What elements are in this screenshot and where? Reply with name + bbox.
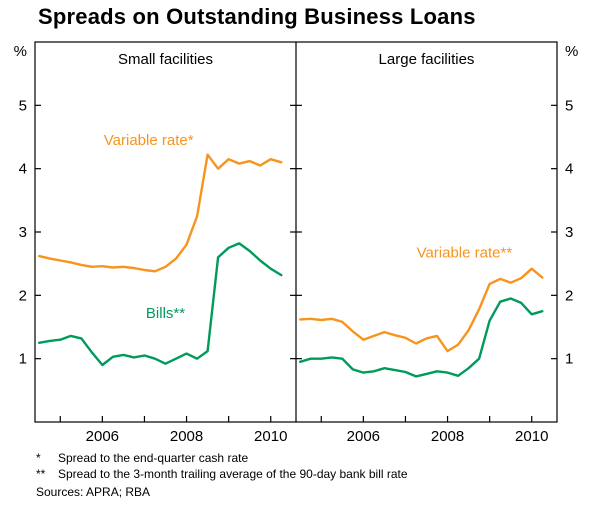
x-axis-label: 2010	[515, 428, 548, 445]
footnote-2-text: Spread to the 3-month trailing average o…	[58, 467, 408, 481]
footnote-1-text: Spread to the end-quarter cash rate	[58, 451, 249, 465]
y-axis-label-right: 1	[565, 351, 573, 368]
x-axis-label: 2008	[170, 428, 203, 445]
x-axis-label: 2006	[86, 428, 119, 445]
y-axis-label-right: 4	[565, 161, 573, 178]
panel-title: Small facilities	[118, 51, 213, 68]
series-label: Variable rate**	[417, 244, 513, 261]
series-line-bills	[299, 297, 544, 378]
y-axis-label-left: 5	[19, 97, 27, 114]
y-axis-label-right: 2	[565, 287, 573, 304]
series-line-variable-rate	[38, 153, 283, 273]
series-line-bills	[38, 242, 283, 367]
y-axis-label-left: 1	[19, 351, 27, 368]
x-axis-label: 2006	[347, 428, 380, 445]
y-axis-label-right: 5	[565, 97, 573, 114]
footnote-2-marker: **	[36, 467, 46, 481]
y-axis-label-left: 3	[19, 224, 27, 241]
footnote-1-marker: *	[36, 451, 41, 465]
x-axis-label: 2008	[431, 428, 464, 445]
y-axis-unit-right: %	[565, 43, 578, 60]
sources-line: Sources: APRA; RBA	[36, 485, 151, 499]
y-axis-label-right: 3	[565, 224, 573, 241]
series-label: Bills**	[146, 305, 185, 322]
footnote-1: * Spread to the end-quarter cash rate	[36, 450, 576, 466]
series-line-variable-rate	[299, 267, 544, 353]
footnote-2: ** Spread to the 3-month trailing averag…	[36, 466, 576, 482]
y-axis-label-left: 4	[19, 161, 27, 178]
y-axis-label-left: 2	[19, 287, 27, 304]
chart-title: Spreads on Outstanding Business Loans	[38, 4, 476, 29]
footnotes: * Spread to the end-quarter cash rate **…	[36, 450, 576, 500]
panel-title: Large facilities	[379, 51, 475, 68]
series-label: Variable rate*	[104, 132, 194, 149]
x-axis-label: 2010	[254, 428, 287, 445]
y-axis-unit-left: %	[14, 43, 27, 60]
